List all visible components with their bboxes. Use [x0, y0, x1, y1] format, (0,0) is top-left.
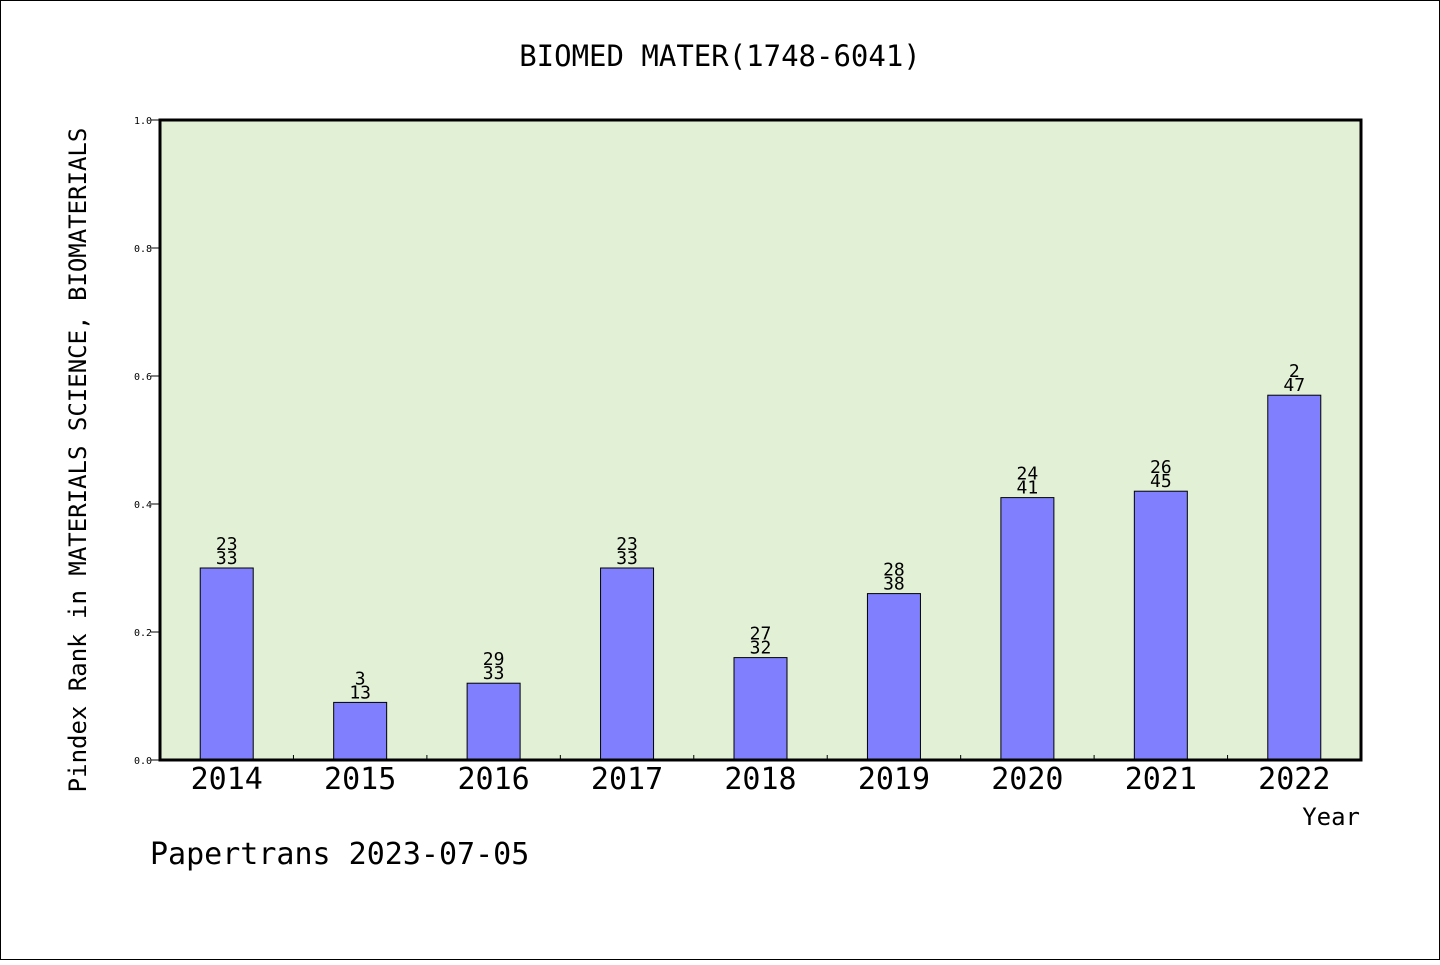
footer-credit: Papertrans 2023-07-05	[150, 837, 529, 872]
plot-frame	[158, 118, 1363, 762]
y-tick-label: 0.0	[134, 756, 152, 767]
x-tick-label: 2021	[1125, 762, 1197, 797]
bar	[199, 567, 254, 761]
x-axis-label: Year	[1302, 803, 1360, 831]
bar-label-bottom: 45	[1150, 471, 1172, 492]
x-tick-label: 2020	[991, 762, 1063, 797]
y-tick-label: 0.2	[134, 628, 152, 639]
x-tick-label: 2019	[858, 762, 930, 797]
y-axis-label: Pindex Rank in MATERIALS SCIENCE, BIOMAT…	[64, 128, 92, 793]
bar-label-top: 29	[483, 649, 505, 670]
bar	[333, 701, 388, 761]
bar-label-top: 2	[1289, 361, 1300, 382]
bar-label-top: 24	[1017, 464, 1039, 485]
bar-label-bottom: 47	[1283, 375, 1305, 396]
bar	[1133, 490, 1188, 761]
x-tick-label: 2022	[1258, 762, 1330, 797]
bar-label-top: 28	[883, 560, 905, 581]
bar-label-bottom: 38	[883, 574, 905, 595]
bar	[733, 657, 788, 761]
bar-label-top: 3	[355, 668, 366, 689]
bar-label-bottom: 33	[483, 663, 505, 684]
bar-label-top: 26	[1150, 457, 1172, 478]
y-tick-label: 0.4	[134, 500, 152, 511]
bar	[1000, 497, 1055, 761]
bar-label-top: 23	[616, 534, 638, 555]
bar	[600, 567, 655, 761]
bar-label-bottom: 41	[1017, 478, 1039, 499]
y-tick-label: 1.0	[134, 116, 152, 127]
y-tick-label: 0.6	[134, 372, 152, 383]
bar-label-bottom: 33	[616, 548, 638, 569]
x-tick-label: 2017	[591, 762, 663, 797]
bar-label-bottom: 33	[216, 548, 238, 569]
chart-title: BIOMED MATER(1748-6041)	[519, 39, 921, 73]
x-tick-label: 2016	[457, 762, 529, 797]
x-tick-label: 2018	[724, 762, 796, 797]
bar-label-top: 27	[750, 624, 772, 645]
bar-label-bottom: 32	[750, 638, 772, 659]
x-tick-label: 2014	[191, 762, 263, 797]
bar	[866, 593, 921, 761]
bar	[466, 682, 521, 761]
x-axis-ticks: 2014 2015 2016 2017 2018 2019 2020 2021 2022	[191, 755, 1330, 797]
bar-label-top: 23	[216, 534, 238, 555]
y-tick-label: 0.8	[134, 244, 152, 255]
bar	[1267, 394, 1322, 761]
x-tick-label: 2015	[324, 762, 396, 797]
bar-label-bottom: 13	[349, 682, 371, 703]
